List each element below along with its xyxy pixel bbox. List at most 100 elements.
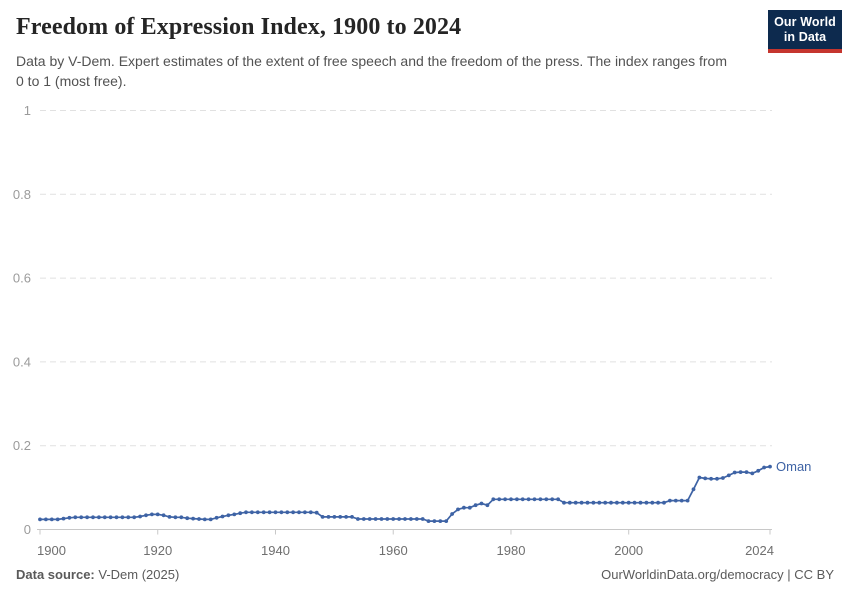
data-point[interactable]: [491, 497, 496, 502]
data-point[interactable]: [61, 516, 66, 521]
data-point[interactable]: [79, 515, 84, 520]
data-point[interactable]: [426, 519, 431, 523]
data-point[interactable]: [403, 517, 407, 521]
data-point[interactable]: [650, 500, 655, 505]
data-point[interactable]: [532, 497, 537, 502]
data-point[interactable]: [161, 513, 166, 518]
data-point[interactable]: [114, 515, 119, 520]
data-point[interactable]: [620, 500, 625, 505]
data-point[interactable]: [756, 468, 761, 473]
data-point[interactable]: [668, 498, 672, 503]
data-point[interactable]: [585, 500, 590, 505]
data-point[interactable]: [526, 497, 531, 502]
data-point[interactable]: [297, 510, 301, 515]
data-point[interactable]: [261, 510, 266, 515]
data-point[interactable]: [279, 510, 284, 515]
data-point[interactable]: [679, 498, 684, 503]
data-point[interactable]: [697, 475, 702, 480]
data-point[interactable]: [179, 515, 184, 520]
data-point[interactable]: [467, 505, 472, 510]
data-point[interactable]: [709, 476, 713, 481]
data-point[interactable]: [138, 514, 143, 519]
data-point[interactable]: [414, 517, 419, 521]
data-point[interactable]: [738, 470, 743, 474]
data-point[interactable]: [38, 517, 42, 522]
data-point[interactable]: [520, 497, 525, 502]
data-point[interactable]: [373, 517, 378, 521]
data-point[interactable]: [538, 497, 543, 502]
data-point[interactable]: [644, 500, 649, 505]
data-point[interactable]: [97, 515, 101, 520]
data-point[interactable]: [503, 497, 507, 502]
data-point[interactable]: [744, 470, 749, 474]
data-point[interactable]: [314, 510, 319, 515]
data-point[interactable]: [85, 515, 89, 520]
data-point[interactable]: [326, 515, 331, 519]
data-point[interactable]: [632, 500, 637, 505]
data-point[interactable]: [691, 487, 696, 492]
data-point[interactable]: [55, 517, 60, 522]
data-point[interactable]: [485, 503, 490, 508]
oman-series-line[interactable]: [39, 465, 771, 522]
data-point[interactable]: [762, 465, 766, 470]
data-point[interactable]: [338, 515, 343, 519]
data-point[interactable]: [185, 516, 190, 521]
data-point[interactable]: [638, 500, 643, 505]
data-point[interactable]: [379, 517, 384, 521]
data-point[interactable]: [626, 500, 631, 505]
data-point[interactable]: [356, 517, 360, 521]
data-point[interactable]: [456, 507, 460, 512]
data-point[interactable]: [250, 510, 254, 515]
data-point[interactable]: [609, 500, 613, 505]
data-point[interactable]: [361, 517, 366, 521]
data-point[interactable]: [497, 497, 502, 502]
data-point[interactable]: [197, 517, 201, 521]
data-point[interactable]: [615, 500, 619, 505]
data-point[interactable]: [108, 515, 113, 520]
data-point[interactable]: [167, 515, 172, 519]
data-point[interactable]: [420, 517, 425, 521]
data-point[interactable]: [726, 473, 731, 478]
oman-series-points[interactable]: [38, 464, 772, 523]
data-point[interactable]: [214, 515, 219, 520]
data-point[interactable]: [120, 515, 125, 520]
data-point[interactable]: [567, 500, 572, 505]
data-point[interactable]: [409, 517, 413, 521]
data-point[interactable]: [685, 498, 690, 503]
data-point[interactable]: [332, 515, 337, 519]
data-point[interactable]: [320, 515, 325, 519]
data-point[interactable]: [255, 510, 260, 515]
data-point[interactable]: [656, 500, 660, 505]
data-point[interactable]: [102, 515, 107, 520]
data-point[interactable]: [226, 513, 231, 518]
data-point[interactable]: [462, 505, 466, 510]
data-point[interactable]: [473, 503, 478, 508]
data-point[interactable]: [562, 500, 566, 505]
data-point[interactable]: [479, 501, 484, 506]
data-point[interactable]: [285, 510, 290, 515]
data-point[interactable]: [367, 517, 372, 521]
data-point[interactable]: [715, 476, 719, 481]
data-point[interactable]: [91, 515, 95, 520]
data-point[interactable]: [579, 500, 584, 505]
data-point[interactable]: [550, 497, 555, 502]
data-point[interactable]: [308, 510, 313, 515]
data-point[interactable]: [232, 512, 237, 517]
data-point[interactable]: [597, 500, 602, 505]
data-point[interactable]: [155, 512, 160, 517]
data-point[interactable]: [391, 517, 396, 521]
data-point[interactable]: [544, 497, 549, 502]
data-point[interactable]: [732, 470, 737, 475]
owid-logo[interactable]: Our World in Data: [768, 10, 842, 53]
license-link[interactable]: OurWorldinData.org/democracy | CC BY: [601, 567, 834, 582]
data-point[interactable]: [44, 517, 48, 522]
data-point[interactable]: [126, 515, 131, 520]
data-point[interactable]: [397, 517, 401, 521]
data-point[interactable]: [385, 517, 390, 521]
data-point[interactable]: [768, 464, 772, 469]
data-point[interactable]: [438, 519, 443, 523]
data-point[interactable]: [73, 515, 78, 520]
data-point[interactable]: [244, 510, 248, 515]
data-point[interactable]: [509, 497, 513, 502]
data-point[interactable]: [573, 500, 578, 505]
